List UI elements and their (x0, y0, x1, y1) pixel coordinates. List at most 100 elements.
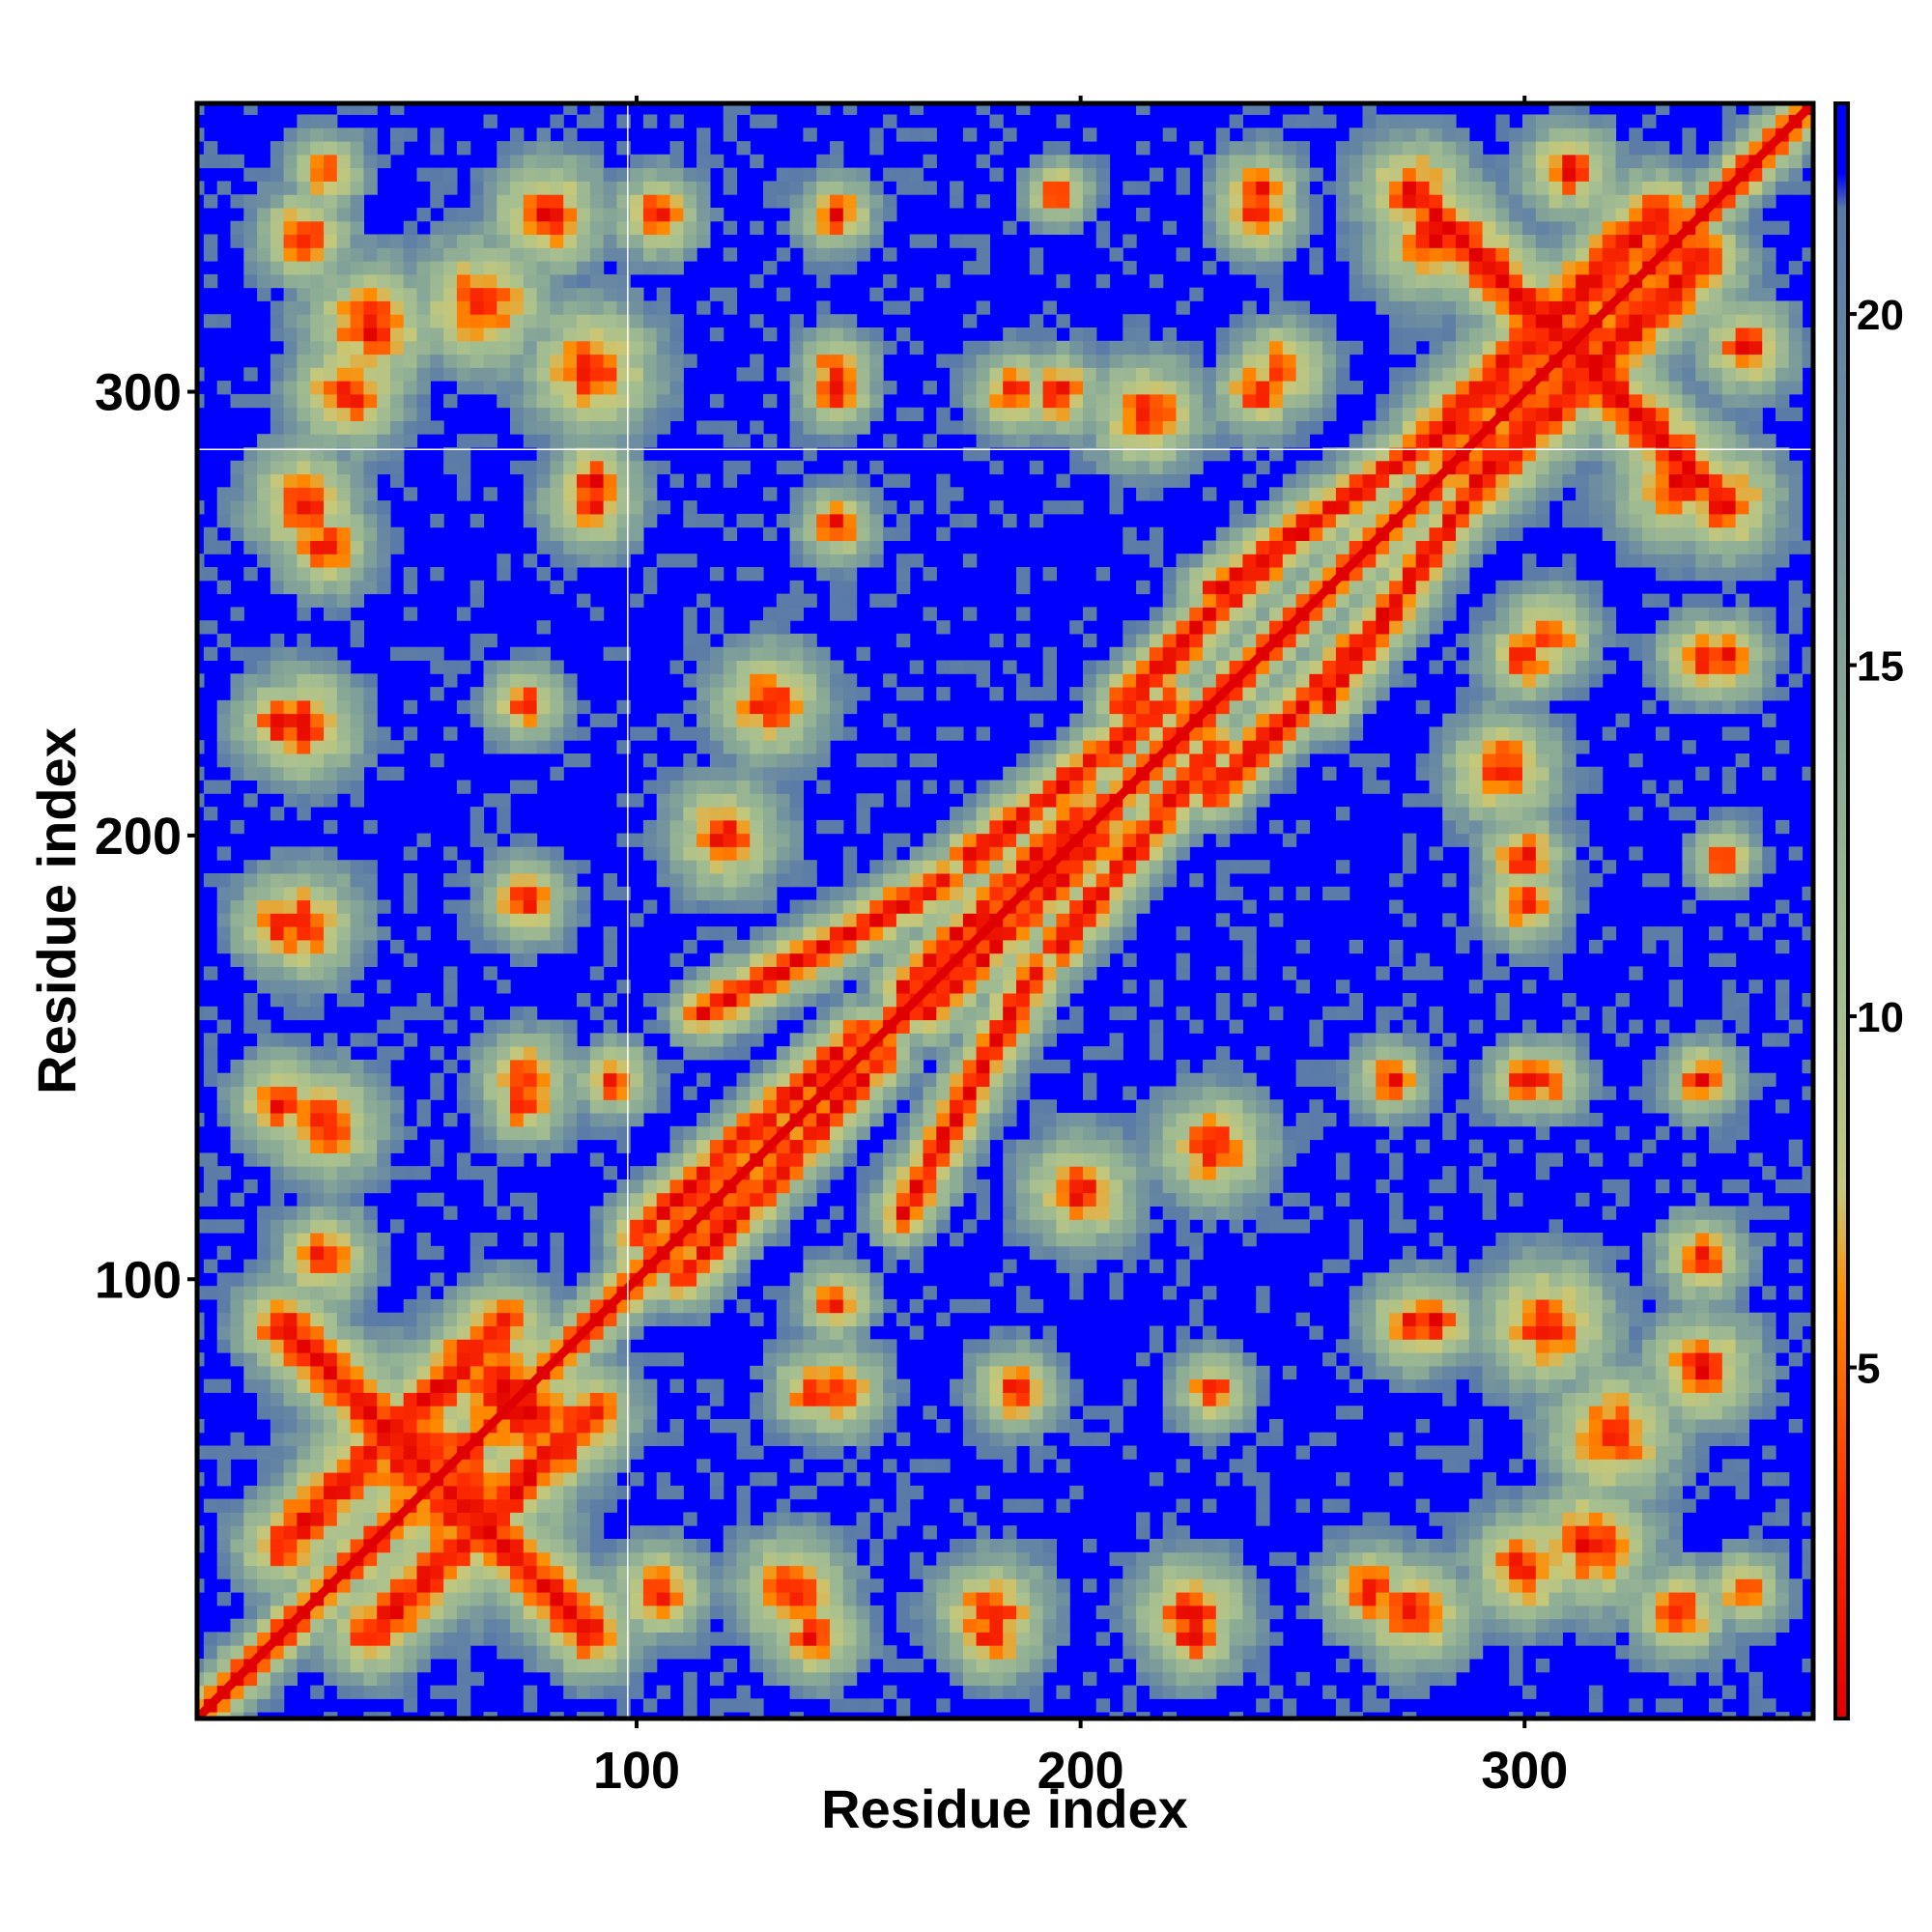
heatmap-cell (750, 1166, 764, 1180)
heatmap-cell (923, 1459, 937, 1473)
heatmap-cell (856, 1179, 870, 1194)
heatmap-cell (297, 1539, 311, 1553)
heatmap-cell (416, 1539, 431, 1553)
heatmap-cell (656, 1685, 671, 1699)
heatmap-cell (950, 966, 964, 980)
heatmap-cell (216, 886, 232, 901)
heatmap-cell (523, 899, 538, 914)
heatmap-cell (962, 1512, 978, 1526)
heatmap-cell (603, 1365, 617, 1380)
heatmap-cell (1122, 793, 1137, 808)
heatmap-cell (723, 1525, 738, 1540)
heatmap-cell (257, 1685, 271, 1699)
heatmap-cell (909, 1072, 924, 1087)
heatmap-cell (197, 1352, 205, 1367)
heatmap-cell (1189, 593, 1204, 608)
heatmap-cell (763, 846, 778, 861)
heatmap-cell (1349, 1033, 1364, 1047)
heatmap-cell (523, 554, 538, 568)
heatmap-cell (550, 1659, 564, 1673)
heatmap-cell (1042, 753, 1057, 768)
heatmap-cell (469, 926, 485, 941)
heatmap-cell (616, 1365, 631, 1380)
heatmap-cell (497, 1152, 511, 1167)
heatmap-cell (310, 1472, 325, 1487)
heatmap-cell (1203, 1352, 1217, 1367)
heatmap-cell (483, 1286, 497, 1300)
heatmap-cell (1095, 687, 1111, 701)
heatmap-cell (510, 1312, 525, 1326)
heatmap-cell (1256, 1659, 1270, 1673)
heatmap-cell (976, 1019, 990, 1034)
heatmap-cell (336, 740, 352, 754)
heatmap-cell (350, 899, 364, 914)
heatmap-cell (1295, 1498, 1310, 1513)
heatmap-cell (1203, 646, 1217, 661)
heatmap-cell (324, 580, 338, 595)
heatmap-cell (630, 1645, 644, 1660)
heatmap-cell (310, 1259, 325, 1273)
heatmap-cell (763, 620, 778, 635)
heatmap-cell (1083, 699, 1097, 715)
heatmap-cell (763, 740, 778, 754)
heatmap-cell (324, 1179, 338, 1194)
heatmap-cell (630, 726, 644, 741)
heatmap-cell (630, 593, 644, 608)
heatmap-cell (1256, 1125, 1270, 1141)
heatmap-cell (616, 1179, 631, 1194)
heatmap-cell (842, 952, 858, 967)
heatmap-cell (683, 646, 697, 661)
heatmap-cell (616, 1565, 631, 1579)
heatmap-cell (403, 1525, 418, 1540)
heatmap-cell (1056, 1365, 1070, 1380)
heatmap-cell (989, 1605, 1004, 1620)
heatmap-cell (577, 899, 591, 914)
heatmap-cell (630, 1578, 644, 1593)
heatmap-cell (310, 980, 325, 994)
heatmap-cell (936, 1113, 951, 1127)
heatmap-cell (230, 899, 244, 914)
heatmap-cell (1003, 1352, 1017, 1367)
heatmap-cell (763, 660, 778, 674)
heatmap-cell (642, 819, 658, 835)
heatmap-cell (1162, 1565, 1178, 1579)
heatmap-cell (1029, 1033, 1044, 1047)
heatmap-cell (430, 1339, 444, 1353)
heatmap-cell (669, 899, 684, 914)
heatmap-cell (483, 1565, 497, 1579)
heatmap-cell (1322, 620, 1337, 635)
heatmap-cell (642, 726, 658, 741)
heatmap-cell (909, 1219, 924, 1234)
heatmap-cell (842, 593, 858, 608)
heatmap-cell (230, 1352, 244, 1367)
heatmap-cell (830, 1592, 844, 1606)
heatmap-cell (669, 1139, 684, 1153)
heatmap-cell (1242, 1206, 1257, 1220)
heatmap-cell (443, 1578, 458, 1593)
heatmap-cell (830, 1325, 844, 1340)
heatmap-cell (443, 966, 458, 980)
heatmap-cell (656, 993, 671, 1008)
heatmap-cell (1295, 1605, 1310, 1620)
heatmap-cell (216, 1632, 232, 1646)
heatmap-cell (1042, 1605, 1057, 1620)
heatmap-cell (1016, 1046, 1031, 1061)
heatmap-cell (430, 1192, 444, 1207)
heatmap-cell (257, 1139, 271, 1153)
heatmap-cell (550, 1618, 564, 1633)
heatmap-cell (763, 1352, 778, 1367)
heatmap-cell (1362, 554, 1377, 568)
heatmap-cell (283, 1046, 298, 1061)
heatmap-cell (869, 1046, 884, 1061)
heatmap-cell (736, 1033, 751, 1047)
heatmap-cell (1203, 1632, 1217, 1646)
heatmap-cell (363, 1099, 378, 1114)
heatmap-cell (830, 1086, 844, 1100)
heatmap-cell (830, 1551, 844, 1567)
heatmap-cell (683, 1179, 697, 1194)
heatmap-cell (430, 567, 444, 582)
heatmap-cell (856, 1618, 870, 1633)
heatmap-cell (336, 1432, 352, 1446)
heatmap-cell (283, 660, 298, 674)
heatmap-cell (270, 1512, 285, 1526)
